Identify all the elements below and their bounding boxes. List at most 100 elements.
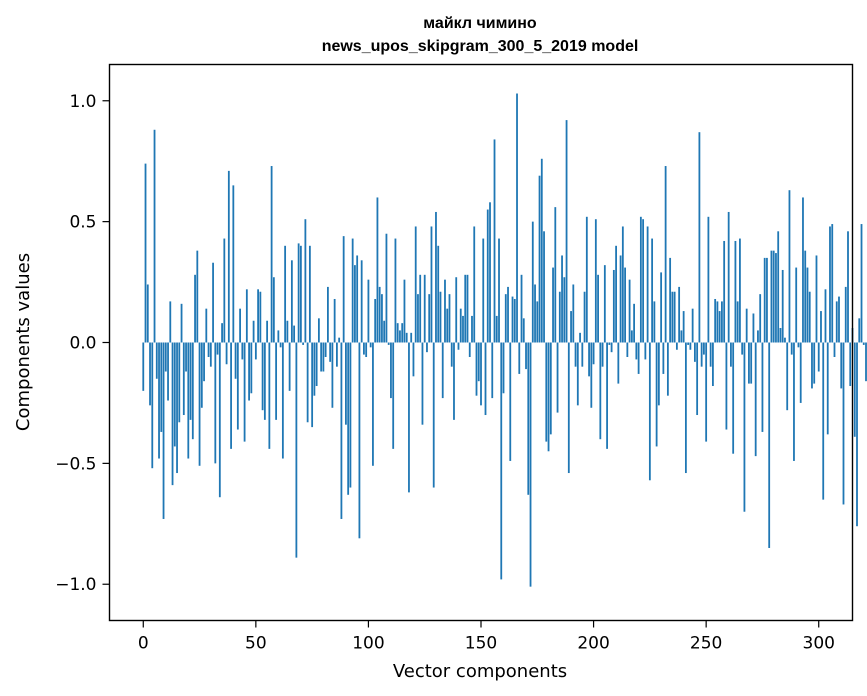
bar <box>624 267 626 343</box>
bar <box>811 342 813 389</box>
bar <box>259 291 262 343</box>
bar <box>261 342 264 411</box>
bar <box>495 315 498 343</box>
bar <box>601 342 604 367</box>
bar <box>540 158 543 343</box>
bar <box>403 279 406 343</box>
bar <box>286 320 289 343</box>
bar <box>576 342 579 406</box>
bar <box>241 342 244 360</box>
bar <box>441 342 444 399</box>
bar <box>687 342 690 345</box>
bar <box>651 238 654 343</box>
bar <box>621 226 624 343</box>
bar <box>198 342 201 466</box>
bar <box>245 289 248 343</box>
bar <box>311 342 314 428</box>
x-tick-label: 250 <box>690 634 722 654</box>
y-tick-label: 0.5 <box>69 213 96 233</box>
bar <box>637 342 640 374</box>
bar <box>374 298 377 343</box>
bar <box>705 342 708 442</box>
bar <box>167 342 169 401</box>
bar <box>308 245 311 343</box>
bar <box>306 342 309 423</box>
bar <box>507 286 509 343</box>
bar <box>525 342 527 370</box>
bar <box>840 342 843 389</box>
bar <box>718 311 721 343</box>
bar <box>358 342 361 539</box>
bar <box>340 342 343 519</box>
bar <box>628 279 631 343</box>
bar <box>390 342 392 399</box>
x-tick-label: 300 <box>803 634 835 654</box>
bar <box>502 342 505 394</box>
bar <box>313 342 316 396</box>
bar <box>489 202 491 343</box>
bar <box>639 216 642 343</box>
bar <box>239 308 241 343</box>
bar <box>698 132 701 343</box>
bar <box>234 342 237 379</box>
bar <box>527 342 530 495</box>
bar <box>493 139 496 343</box>
bar <box>581 342 584 367</box>
bar <box>288 342 291 391</box>
bar <box>317 318 320 343</box>
bar <box>372 342 374 466</box>
bar <box>158 342 160 459</box>
bar <box>369 342 372 348</box>
bar <box>462 315 464 343</box>
bar <box>299 245 302 343</box>
bar <box>536 301 539 343</box>
bar <box>498 238 500 343</box>
bar <box>392 342 395 449</box>
bar <box>338 337 341 343</box>
bar <box>556 342 559 413</box>
bar <box>585 216 588 343</box>
bar <box>360 260 363 343</box>
bar <box>410 332 413 343</box>
bar <box>678 286 681 343</box>
bar <box>858 318 861 343</box>
bar <box>660 272 663 343</box>
bar <box>696 342 699 416</box>
bar <box>453 342 455 420</box>
bar <box>597 274 599 343</box>
bar <box>653 301 656 343</box>
bar <box>189 342 192 420</box>
bar <box>331 342 334 408</box>
bar <box>169 301 172 343</box>
bar <box>682 311 685 343</box>
bar <box>619 255 622 343</box>
bar <box>669 257 672 343</box>
bar <box>675 342 678 350</box>
y-tick-label: −1.0 <box>55 575 96 595</box>
bar <box>790 342 793 355</box>
bar <box>149 342 151 406</box>
bar <box>673 291 676 343</box>
bar <box>626 342 629 357</box>
bar <box>227 170 230 343</box>
bar <box>342 236 345 343</box>
bar <box>563 277 566 343</box>
bar <box>552 267 554 343</box>
bar <box>511 296 514 343</box>
bar <box>185 342 187 372</box>
bar <box>277 330 280 343</box>
bar <box>655 342 658 447</box>
bar <box>394 238 397 343</box>
bar <box>768 342 771 548</box>
bar <box>513 298 516 343</box>
bar <box>781 269 784 343</box>
bar <box>448 294 451 343</box>
bar <box>770 250 773 343</box>
bar <box>630 330 633 343</box>
bar <box>558 291 561 343</box>
bar <box>142 342 145 391</box>
bar <box>144 163 147 343</box>
bar <box>401 323 404 343</box>
bar <box>739 238 741 343</box>
bar <box>351 238 354 343</box>
